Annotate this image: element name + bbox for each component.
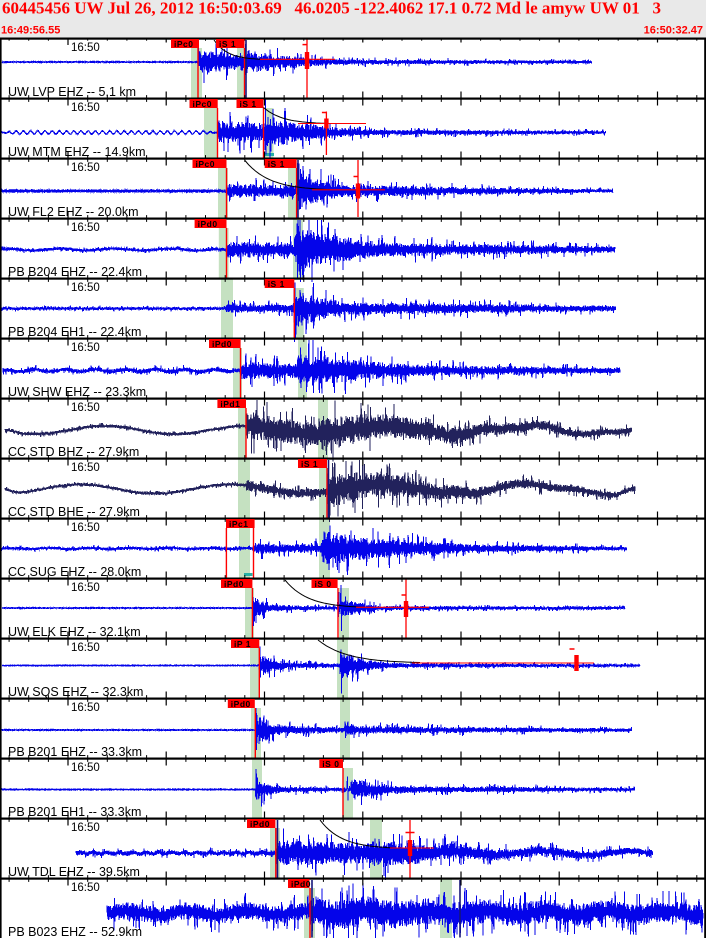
svg-text:16:50: 16:50 [71,582,100,594]
svg-text:16:50: 16:50 [71,342,100,354]
svg-text:16:50: 16:50 [71,762,100,774]
svg-text:UW LVP EHZ -- 5.1 km: UW LVP EHZ -- 5.1 km [8,85,136,99]
svg-text:iS 1: iS 1 [268,159,285,169]
svg-text:iPd0: iPd0 [291,879,311,889]
svg-text:16:50: 16:50 [71,162,100,174]
svg-text:CC SUG EHZ -- 28.0km: CC SUG EHZ -- 28.0km [8,565,141,579]
svg-text:16:50: 16:50 [71,642,100,654]
svg-text:PB B201 EHZ -- 33.3km: PB B201 EHZ -- 33.3km [8,745,142,759]
svg-text:iPd0: iPd0 [212,339,232,349]
svg-text:iP 1: iP 1 [234,639,251,649]
svg-text:16:50: 16:50 [71,282,100,294]
svg-text:16:50: 16:50 [71,702,100,714]
svg-text:16:50: 16:50 [71,462,100,474]
svg-text:iPc0: iPc0 [174,39,194,49]
svg-text:iPd1: iPd1 [220,399,240,409]
svg-text:16:50: 16:50 [71,822,100,834]
svg-text:iS 1: iS 1 [219,39,236,49]
svg-text:iPd0: iPd0 [231,699,251,709]
svg-text:iS 1: iS 1 [301,459,318,469]
svg-text:PB B204 EH1 -- 22.4km: PB B204 EH1 -- 22.4km [8,325,141,339]
svg-text:16:49:56.55: 16:49:56.55 [1,25,60,37]
svg-text:16:50:32.47: 16:50:32.47 [644,25,703,37]
svg-text:16:50: 16:50 [71,882,100,894]
svg-text:iPd0: iPd0 [198,219,218,229]
svg-text:iPd0: iPd0 [250,819,270,829]
svg-text:60445456 UW Jul 26, 2012 16:50: 60445456 UW Jul 26, 2012 16:50:03.69 46.… [2,0,661,18]
svg-text:CC STD BHZ -- 27.9km: CC STD BHZ -- 27.9km [8,445,139,459]
svg-text:16:50: 16:50 [71,102,100,114]
svg-text:16:50: 16:50 [71,522,100,534]
svg-text:iPc0: iPc0 [193,99,213,109]
svg-text:iS 0: iS 0 [322,759,339,769]
svg-text:16:50: 16:50 [71,42,100,54]
svg-text:PB B204 EHZ -- 22.4km: PB B204 EHZ -- 22.4km [8,265,142,279]
svg-text:iS 1: iS 1 [240,99,257,109]
svg-text:UW MTM EHZ -- 14.9km: UW MTM EHZ -- 14.9km [8,145,146,159]
svg-text:16:50: 16:50 [71,402,100,414]
svg-text:iS 1: iS 1 [268,279,285,289]
svg-text:iPc0: iPc0 [196,159,216,169]
svg-text:PB B023 EHZ -- 52.9km: PB B023 EHZ -- 52.9km [8,925,142,938]
svg-text:iS 0: iS 0 [315,579,332,589]
svg-text:UW SHW EHZ -- 23.3km: UW SHW EHZ -- 23.3km [8,385,146,399]
svg-text:iPd0: iPd0 [224,579,244,589]
svg-text:16:50: 16:50 [71,222,100,234]
svg-text:PB B201 EH1 -- 33.3km: PB B201 EH1 -- 33.3km [8,805,141,819]
svg-text:UW TDL EHZ -- 39.5km: UW TDL EHZ -- 39.5km [8,865,140,879]
svg-text:CC STD BHE -- 27.9km: CC STD BHE -- 27.9km [8,505,140,519]
svg-text:UW FL2 EHZ -- 20.0km: UW FL2 EHZ -- 20.0km [8,205,139,219]
svg-text:iPc1: iPc1 [229,519,249,529]
svg-text:UW SQS EHZ -- 32.3km: UW SQS EHZ -- 32.3km [8,685,143,699]
svg-text:UW ELK EHZ -- 32.1km: UW ELK EHZ -- 32.1km [8,625,141,639]
